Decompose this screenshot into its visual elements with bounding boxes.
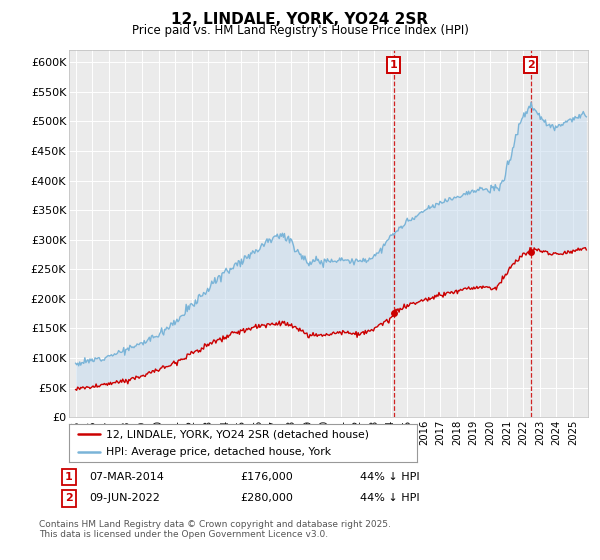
Text: £280,000: £280,000 (240, 493, 293, 503)
Text: 12, LINDALE, YORK, YO24 2SR (detached house): 12, LINDALE, YORK, YO24 2SR (detached ho… (106, 429, 368, 439)
Text: 2: 2 (527, 60, 535, 70)
Text: 09-JUN-2022: 09-JUN-2022 (89, 493, 160, 503)
Text: 1: 1 (65, 472, 73, 482)
Text: Price paid vs. HM Land Registry's House Price Index (HPI): Price paid vs. HM Land Registry's House … (131, 24, 469, 36)
Text: £176,000: £176,000 (240, 472, 293, 482)
Text: 44% ↓ HPI: 44% ↓ HPI (360, 493, 419, 503)
Text: 1: 1 (390, 60, 398, 70)
Text: 07-MAR-2014: 07-MAR-2014 (89, 472, 164, 482)
Text: 44% ↓ HPI: 44% ↓ HPI (360, 472, 419, 482)
Text: Contains HM Land Registry data © Crown copyright and database right 2025.
This d: Contains HM Land Registry data © Crown c… (39, 520, 391, 539)
Text: 12, LINDALE, YORK, YO24 2SR: 12, LINDALE, YORK, YO24 2SR (172, 12, 428, 27)
Text: 2: 2 (65, 493, 73, 503)
Text: HPI: Average price, detached house, York: HPI: Average price, detached house, York (106, 447, 331, 457)
